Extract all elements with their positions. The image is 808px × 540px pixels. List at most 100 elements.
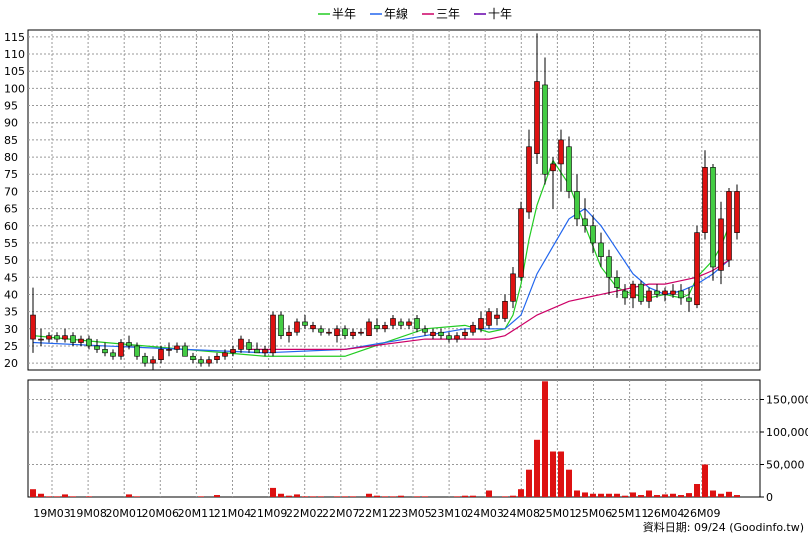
candle (46, 332, 52, 343)
candle-body (454, 335, 460, 340)
candle-body (622, 290, 628, 299)
volume-bar (462, 495, 468, 497)
candle (446, 332, 452, 343)
volume-bar (486, 490, 492, 497)
candle-body (342, 328, 348, 336)
volume-bar (342, 496, 348, 497)
candle (630, 280, 636, 309)
candle (694, 225, 700, 309)
candle (622, 284, 628, 305)
volume-bar (278, 493, 284, 497)
legend-label: 十年 (488, 7, 512, 21)
candle (478, 311, 484, 333)
volume-bar (454, 496, 460, 497)
candle-body (214, 355, 220, 360)
y-tick-label: 85 (4, 134, 18, 147)
candle (126, 335, 132, 350)
x-tick-label: 22M02 (286, 507, 324, 520)
candle-body (366, 321, 372, 336)
y-tick-label: 75 (4, 168, 18, 181)
candle (142, 352, 148, 367)
y-tick-label: 60 (4, 220, 18, 233)
x-tick-label: 25M01 (539, 507, 577, 520)
price-panel: 20 25 30 35 40 45 50 55 60 65 70 75 80 85 90 95 100 105 11… (4, 29, 761, 371)
volume-bar (710, 490, 716, 497)
candle-body (446, 335, 452, 340)
volume-bar (526, 469, 532, 497)
x-tick-label: 25M06 (575, 507, 613, 520)
candle-body (414, 318, 420, 330)
volume-bar (678, 495, 684, 497)
candle-body (702, 167, 708, 233)
x-tick-label: 22M07 (322, 507, 360, 520)
candle (94, 339, 100, 353)
volume-bar (46, 496, 52, 497)
candle-body (470, 325, 476, 333)
candle (30, 287, 36, 353)
legend-item-三年: 三年 (422, 7, 460, 21)
candle (350, 328, 356, 340)
candle (374, 318, 380, 333)
candle (334, 325, 340, 343)
candle-body (206, 359, 212, 364)
candle (590, 215, 596, 254)
candle (342, 325, 348, 340)
candle-body (94, 345, 100, 350)
candle-body (582, 218, 588, 227)
series-line-三年 (249, 259, 730, 350)
candle (238, 335, 244, 353)
volume-bar (726, 491, 732, 497)
candle (310, 321, 316, 333)
candle (110, 349, 116, 360)
candle-body (606, 256, 612, 278)
candle-body (182, 345, 188, 357)
volume-bar (198, 496, 204, 497)
candle-body (534, 81, 540, 154)
candle-body (558, 139, 564, 165)
candle-body (398, 321, 404, 326)
source-label: 資料日期: 09/24 (Goodinfo.tw) (643, 520, 804, 534)
candle-body (54, 335, 60, 340)
candle-body (502, 301, 508, 319)
volume-bar (622, 495, 628, 497)
candle-body (630, 283, 636, 299)
candle-body (38, 338, 44, 341)
y-tick-label: 30 (4, 323, 18, 336)
volume-bar (510, 495, 516, 497)
legend-label: 三年 (436, 7, 460, 21)
candle-body (526, 146, 532, 213)
volume-bar (558, 451, 564, 497)
candle (222, 349, 228, 360)
candle (534, 33, 540, 164)
candle-body (574, 191, 580, 220)
candle-body (46, 335, 52, 340)
candle (646, 287, 652, 309)
candle (606, 249, 612, 295)
candle-body (598, 242, 604, 257)
candle (718, 201, 724, 285)
candle-body (118, 342, 124, 357)
volume-bar (54, 496, 60, 497)
candle (582, 198, 588, 233)
candle (158, 345, 164, 364)
candle-body (230, 349, 236, 354)
y-tick-label: 115 (4, 31, 25, 44)
candle-body (238, 338, 244, 350)
candle-body (478, 318, 484, 330)
candle-body (390, 318, 396, 326)
candle (286, 325, 292, 343)
candle-body (142, 355, 148, 364)
candle-body (110, 352, 116, 357)
candle (118, 339, 124, 360)
candle (78, 335, 84, 346)
y-tick-label: 105 (4, 65, 25, 78)
volume-bar (470, 495, 476, 497)
y-tick-label: 20 (4, 357, 18, 370)
candle-body (486, 311, 492, 326)
candle-body (198, 359, 204, 364)
candle-body (174, 345, 180, 350)
candle (710, 163, 716, 281)
candle-body (510, 273, 516, 302)
candle (366, 318, 372, 336)
candle (390, 315, 396, 329)
